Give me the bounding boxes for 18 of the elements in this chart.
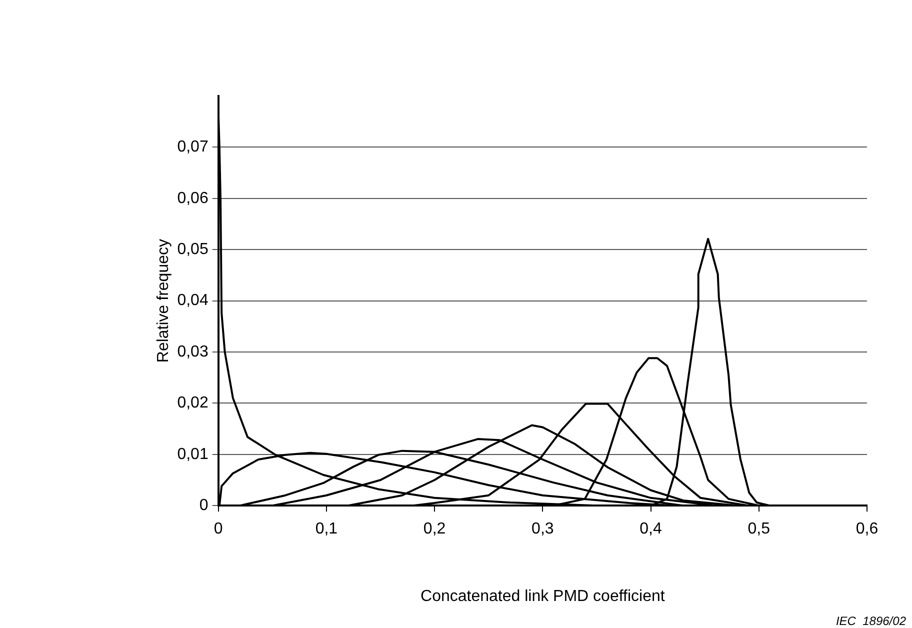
y-tick-label: 0,05 xyxy=(177,241,208,258)
x-axis-title: Concatenated link PMD coefficient xyxy=(420,588,666,605)
x-tick-label: 0,3 xyxy=(532,520,554,538)
x-tick-label: 0,6 xyxy=(856,520,878,538)
y-axis-title: Relative frequecy xyxy=(155,238,172,363)
y-tick-label: 0,07 xyxy=(177,138,208,156)
y-tick-label: 0,01 xyxy=(177,446,208,463)
y-tick-label: 0,04 xyxy=(177,292,208,310)
y-tick-label: 0 xyxy=(199,497,208,514)
x-tick-label: 0,5 xyxy=(748,520,770,538)
y-tick-label: 0,02 xyxy=(177,394,208,412)
x-tick-label: 0,1 xyxy=(315,520,338,538)
x-tick-label: 0,4 xyxy=(640,520,662,538)
text: IEC 1896/02 xyxy=(836,614,906,628)
x-tick-label: 0 xyxy=(214,520,223,538)
y-tick-label: 0,06 xyxy=(177,190,208,207)
y-tick-label: 0,03 xyxy=(177,343,208,360)
x-tick-label: 0,2 xyxy=(423,520,446,538)
